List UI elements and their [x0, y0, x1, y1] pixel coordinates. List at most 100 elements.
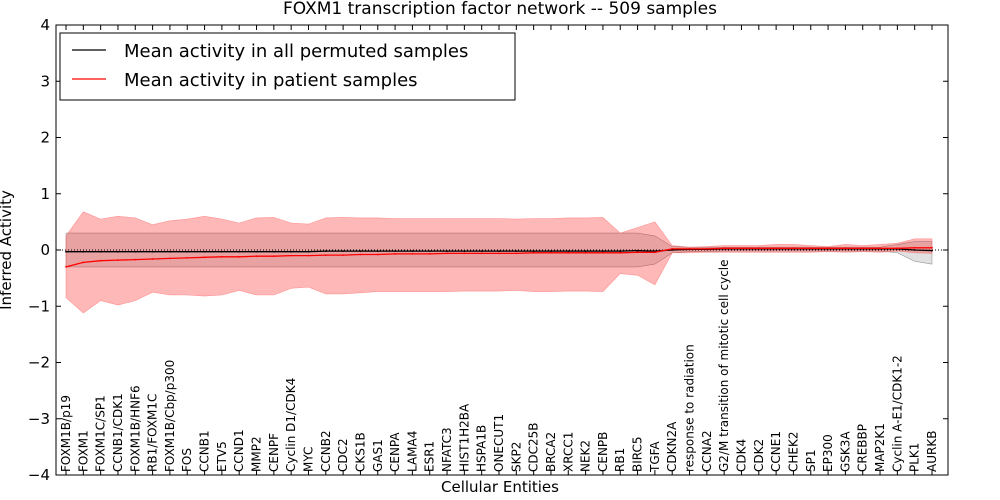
x-tick-label: CENPF: [267, 433, 281, 472]
point-series-1: [463, 252, 466, 255]
x-tick-label: AURKB: [925, 431, 939, 472]
x-tick-label: CDC2: [336, 438, 350, 472]
point-series-1: [602, 251, 604, 254]
point-series-1: [151, 258, 154, 260]
point-series-1: [290, 254, 293, 257]
point-series-1: [428, 253, 431, 255]
point-series-1: [498, 252, 500, 255]
point-series-1: [757, 247, 760, 250]
point-series-0: [82, 250, 85, 253]
x-tick-label: CENPA: [388, 432, 402, 472]
point-series-0: [255, 250, 258, 253]
point-series-0: [272, 250, 275, 253]
point-series-0: [480, 250, 483, 253]
point-series-1: [99, 259, 102, 262]
point-series-1: [550, 251, 552, 254]
x-tick-label: CCND1: [232, 429, 246, 472]
x-tick-label: RB1: [613, 448, 627, 472]
y-tick-label: −3: [28, 410, 50, 428]
point-series-1: [723, 247, 726, 250]
x-tick-label: ESR1: [423, 441, 437, 472]
line-layer: [65, 246, 933, 268]
x-tick-label: CDC25B: [527, 423, 541, 473]
x-tick-label: NEK2: [579, 440, 593, 472]
point-series-1: [186, 257, 189, 259]
legend: Mean activity in all permuted samples Me…: [59, 32, 516, 101]
point-series-0: [619, 250, 622, 253]
x-tick-label: EP300: [821, 434, 835, 472]
point-series-0: [394, 250, 396, 253]
x-tick-label: GAS1: [371, 439, 385, 472]
point-series-1: [913, 246, 916, 249]
x-tick-label: PLK1: [908, 443, 922, 472]
x-tick-label: CKS1B: [353, 432, 367, 472]
point-series-0: [203, 250, 206, 253]
band-layer: [65, 211, 933, 314]
point-series-0: [550, 250, 552, 253]
x-tick-label: FOXM1C/SP1: [94, 395, 108, 472]
point-series-1: [255, 255, 258, 258]
point-series-1: [342, 254, 344, 256]
x-tick-label: HIST1H2BA: [457, 403, 471, 472]
x-axis-label: Cellular Entities: [441, 478, 559, 496]
point-series-0: [324, 250, 327, 253]
point-series-1: [532, 251, 535, 254]
point-series-1: [688, 248, 691, 250]
point-series-0: [342, 250, 344, 253]
y-tick-label: 0: [40, 241, 50, 259]
point-series-1: [861, 247, 864, 250]
x-tick-label: FOS: [180, 448, 194, 472]
x-tick-label: CCNB2: [319, 430, 333, 472]
point-series-0: [584, 250, 587, 253]
point-series-1: [394, 253, 396, 255]
point-series-1: [238, 255, 241, 258]
y-tick-label: −1: [28, 297, 50, 315]
point-series-0: [169, 250, 171, 253]
x-tick-label: FOXM1B/p19: [59, 395, 73, 472]
point-series-0: [151, 250, 154, 253]
x-tick-label: MMP2: [250, 436, 264, 472]
point-series-1: [567, 251, 570, 254]
x-tick-label: SP1: [804, 450, 818, 473]
point-series-1: [446, 252, 448, 255]
point-series-1: [879, 247, 881, 250]
point-series-1: [203, 256, 206, 259]
point-series-1: [65, 266, 67, 268]
x-tick-label: RB1/FOXM1C: [146, 394, 160, 472]
point-series-0: [221, 250, 223, 253]
x-tick-label: response to radiation: [683, 344, 697, 472]
point-series-1: [636, 251, 639, 254]
chart-title: FOXM1 transcription factor network -- 50…: [283, 0, 717, 19]
point-series-1: [896, 247, 899, 250]
point-series-1: [307, 254, 310, 257]
x-tick-label: TGFA: [648, 441, 662, 473]
y-tick-label: −2: [28, 354, 50, 372]
point-series-1: [792, 247, 795, 250]
point-series-0: [65, 250, 67, 253]
x-tick-label: MYC: [302, 447, 316, 472]
x-tick-label: CCNA2: [700, 430, 714, 472]
y-axis: −4 −3 −2 −1 0 1 2 3 4: [28, 16, 948, 484]
x-tick-label: Cyclin A-E1/CDK1-2: [890, 355, 904, 472]
point-series-0: [463, 250, 466, 253]
point-series-0: [290, 250, 293, 253]
y-tick-label: 4: [40, 16, 50, 34]
point-series-1: [359, 253, 362, 256]
point-series-0: [134, 250, 137, 253]
x-tick-label: CHEK2: [786, 432, 800, 473]
point-series-1: [117, 259, 119, 261]
x-tick-label: CCNB1: [198, 430, 212, 472]
point-series-0: [99, 250, 102, 253]
point-series-1: [272, 255, 275, 258]
x-tick-label: NFATC3: [440, 427, 454, 472]
band-series-0: [65, 232, 933, 268]
x-tick-label: CREBBP: [856, 424, 870, 472]
point-series-1: [221, 255, 223, 258]
y-tick-label: −4: [28, 466, 50, 484]
point-series-0: [428, 250, 431, 253]
legend-label-patient: Mean activity in patient samples: [124, 70, 418, 91]
x-tick-label: ETV5: [215, 441, 229, 472]
point-series-0: [931, 249, 933, 252]
x-tick-label: Cyclin D1/CDK4: [284, 378, 298, 472]
